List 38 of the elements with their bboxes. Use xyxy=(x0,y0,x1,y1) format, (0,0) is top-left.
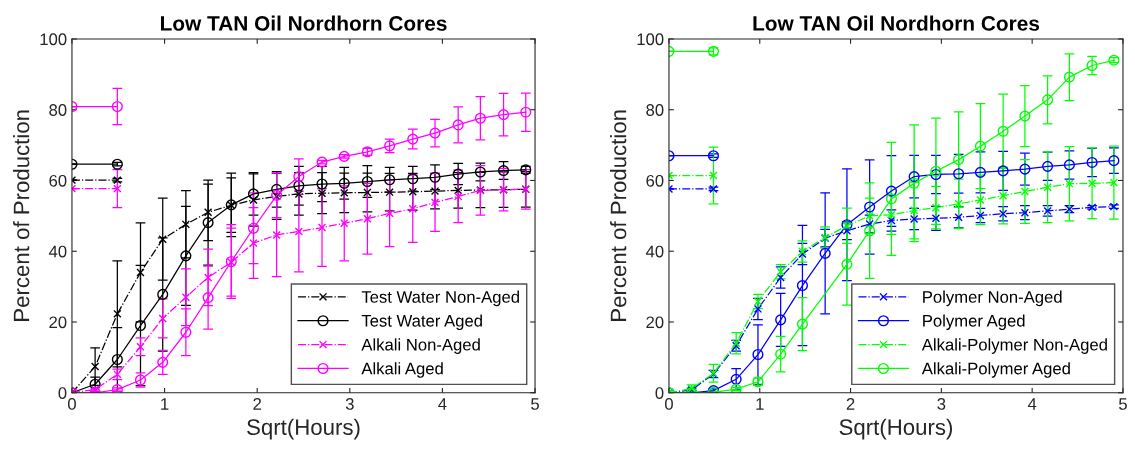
y-tick-label: 40 xyxy=(645,245,664,258)
legend-label: Polymer Aged xyxy=(923,314,1025,331)
x-tick-label: 2 xyxy=(253,398,261,410)
legend-label: Test Water Aged xyxy=(361,314,482,331)
x-tick-label: 2 xyxy=(846,398,855,410)
legend-label: Alkali-Polymer Non-Aged xyxy=(921,338,1107,354)
y-axis-title: Percent of Production xyxy=(610,110,627,321)
x-tick-label: 0 xyxy=(664,398,673,410)
y-tick-label: 20 xyxy=(49,316,67,329)
y-tick-label: 80 xyxy=(646,104,664,116)
x-tick-label: 5 xyxy=(1119,398,1127,410)
y-tick-label: 100 xyxy=(40,33,67,46)
y-tick-label: 100 xyxy=(637,33,664,46)
legend-label: Alkali-Polymer Aged xyxy=(921,362,1070,378)
y-tick-label: 0 xyxy=(655,387,664,399)
x-tick-label: 3 xyxy=(345,398,354,410)
legend-label: Alkali Non-Aged xyxy=(361,338,480,354)
legend-label: Test Water Non-Aged xyxy=(361,290,519,307)
x-tick-label: 0 xyxy=(67,398,76,410)
legend-label: Polymer Non-Aged xyxy=(923,290,1062,307)
x-tick-label: 1 xyxy=(756,398,764,410)
y-tick-label: 40 xyxy=(48,245,67,258)
x-tick-label: 5 xyxy=(531,398,539,410)
x-tick-label: 3 xyxy=(937,398,946,410)
chart-title: Low TAN Oil Nordhorn Cores xyxy=(753,15,1040,31)
y-tick-label: 60 xyxy=(646,174,664,187)
chart-title: Low TAN Oil Nordhorn Cores xyxy=(160,15,447,31)
x-axis-title: Sqrt(Hours) xyxy=(839,418,953,440)
y-tick-label: 0 xyxy=(58,387,67,399)
y-tick-label: 80 xyxy=(49,104,67,116)
x-tick-label: 4 xyxy=(1027,398,1037,410)
x-tick-label: 1 xyxy=(161,398,169,410)
legend-label: Alkali Aged xyxy=(361,362,443,378)
x-tick-label: 4 xyxy=(438,398,447,410)
y-tick-label: 60 xyxy=(49,174,67,187)
x-axis-title: Sqrt(Hours) xyxy=(247,418,360,440)
y-axis-title: Percent of Production xyxy=(13,110,30,321)
y-tick-label: 20 xyxy=(646,316,664,329)
